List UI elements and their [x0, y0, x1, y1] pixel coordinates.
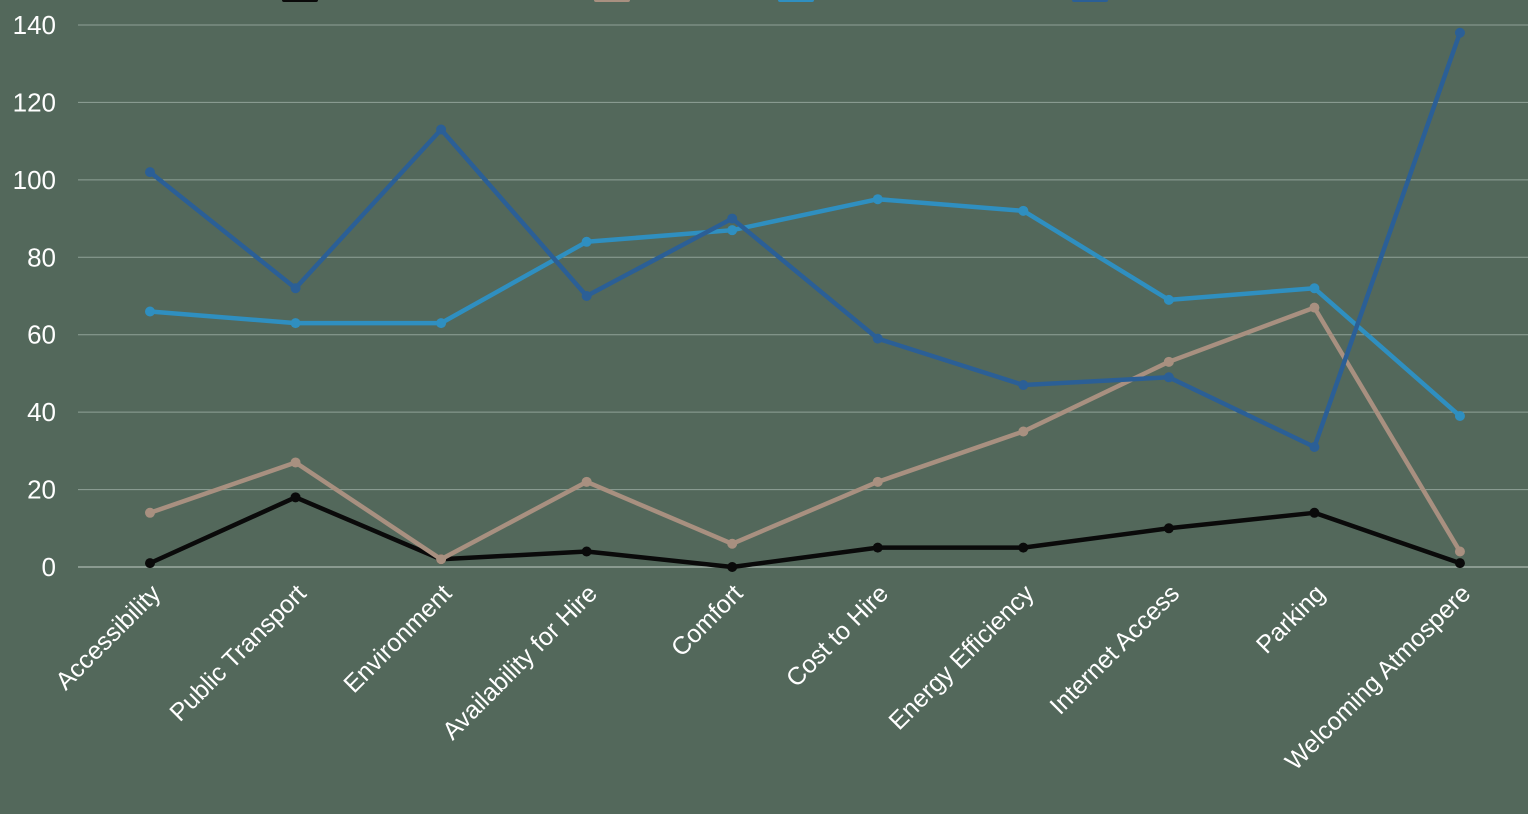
data-point: [290, 457, 301, 468]
legend-swatch: [778, 0, 814, 2]
y-axis-ticks: 0 20 40 60 80 100 120 140: [13, 10, 56, 582]
x-category-label: Availability for Hire: [437, 579, 603, 745]
data-point: [872, 542, 883, 553]
data-point: [872, 333, 883, 344]
data-point: [145, 306, 155, 317]
data-point: [1163, 523, 1174, 534]
grid: [78, 24, 1528, 568]
legend-swatch: [282, 0, 318, 2]
data-point: [1309, 441, 1320, 452]
data-point: [1454, 27, 1465, 38]
data-point: [1018, 205, 1029, 216]
data-point: [727, 562, 738, 572]
data-point: [1309, 302, 1320, 313]
y-tick-label: 60: [27, 320, 56, 350]
data-point: [727, 538, 738, 549]
data-point: [872, 194, 883, 205]
series-line: [147, 305, 1463, 562]
y-tick-label: 40: [27, 397, 56, 427]
legend: [282, 0, 1108, 2]
data-point: [1163, 372, 1174, 383]
data-point: [1309, 283, 1320, 294]
data-point: [436, 124, 447, 135]
y-tick-label: 20: [27, 475, 56, 505]
data-point: [436, 554, 447, 565]
data-point: [1309, 507, 1320, 518]
x-category-label: Public Transport: [164, 579, 312, 727]
data-point: [581, 291, 592, 301]
data-point: [1163, 356, 1174, 367]
x-category-label: Accessibility: [50, 579, 166, 695]
legend-swatch: [1072, 0, 1108, 2]
data-point: [290, 283, 301, 294]
series-1: [145, 492, 1465, 572]
data-point: [145, 167, 155, 178]
x-category-label: Parking: [1251, 579, 1331, 659]
data-point: [145, 558, 155, 569]
x-category-label: Environment: [338, 579, 457, 698]
y-tick-label: 140: [13, 10, 56, 40]
x-category-label: Comfort: [666, 579, 749, 662]
data-point: [1454, 546, 1465, 557]
series-3: [145, 194, 1465, 422]
data-point: [145, 507, 155, 518]
data-point: [727, 213, 738, 224]
data-point: [290, 492, 301, 503]
data-point: [1018, 426, 1029, 437]
data-point: [290, 318, 301, 329]
data-point: [872, 476, 883, 487]
y-tick-label: 0: [42, 552, 56, 582]
data-point: [581, 546, 592, 557]
data-point: [1018, 542, 1029, 553]
data-point: [581, 236, 592, 247]
data-point: [1163, 294, 1174, 305]
series-4: [145, 27, 1465, 452]
x-category-label: Energy Efficiency: [883, 579, 1039, 735]
x-category-label: Cost to Hire: [781, 579, 894, 692]
series-line: [147, 495, 1463, 570]
data-point: [1454, 558, 1465, 569]
y-tick-label: 100: [13, 165, 56, 195]
series-line: [147, 196, 1463, 419]
x-category-label: Internet Access: [1044, 579, 1185, 720]
data-point: [581, 476, 592, 487]
series-2: [145, 302, 1465, 565]
y-tick-label: 120: [13, 87, 56, 117]
legend-swatch: [594, 0, 630, 2]
data-point: [1018, 380, 1029, 391]
y-tick-label: 80: [27, 242, 56, 272]
series-lines: [145, 27, 1465, 572]
data-point: [727, 225, 738, 236]
data-point: [1454, 411, 1465, 422]
series-line: [147, 30, 1463, 450]
data-point: [436, 318, 447, 329]
